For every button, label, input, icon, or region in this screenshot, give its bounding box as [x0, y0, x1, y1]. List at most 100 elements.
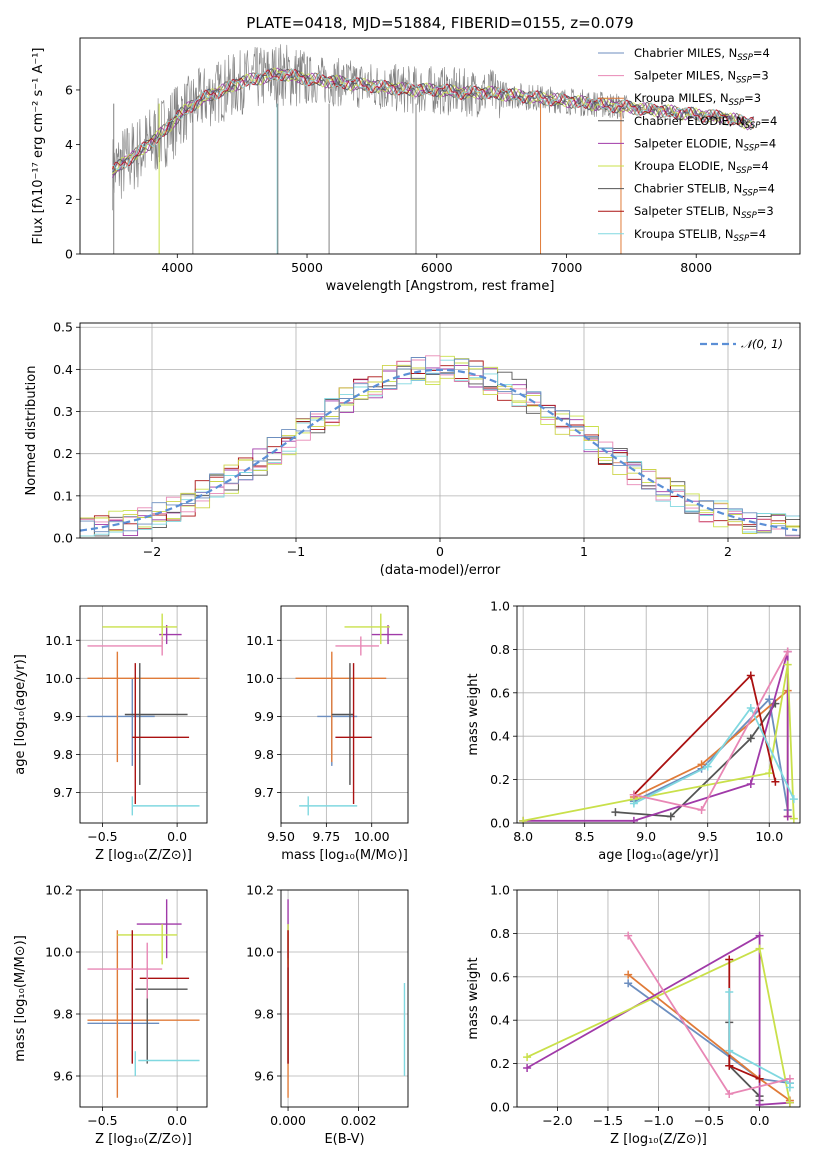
x-tick-label: −1.0: [643, 1113, 673, 1128]
x-tick-label: 10.00: [354, 829, 390, 844]
mass-weight-marker: [629, 790, 638, 799]
legend-label: Salpeter STELIB, NSSP=3: [634, 204, 774, 221]
axes-frame: [280, 889, 409, 1108]
legend-label: Kroupa MILES, NSSP=3: [634, 91, 761, 108]
x-tick-label: 0.0: [167, 829, 187, 844]
plot-area: [287, 899, 406, 1098]
mass-weight-marker: [765, 769, 774, 778]
mass-weight-marker: [725, 1046, 734, 1055]
y-axis-label: mass weight: [466, 673, 481, 755]
x-tick-label: 2: [724, 544, 732, 559]
y-tick-label: 0.2: [490, 1056, 510, 1071]
legend-label: Kroupa STELIB, NSSP=4: [634, 227, 766, 244]
axes-frame: [79, 889, 208, 1108]
mass-weight-marker: [629, 816, 638, 823]
mass-weight-marker: [783, 660, 792, 669]
x-tick-label: 0.0: [750, 1113, 770, 1128]
mass-weight-marker: [755, 944, 764, 953]
plot-area: [295, 613, 403, 816]
x-axis-label: (data-model)/error: [380, 563, 501, 578]
residual-histogram: [80, 357, 800, 536]
y-tick-label: 10.1: [45, 633, 73, 648]
y-tick-label: 6: [65, 82, 73, 97]
x-axis-label: wavelength [Angstrom, rest frame]: [326, 279, 555, 294]
x-tick-label: 9.75: [312, 829, 340, 844]
age-vs-mass-panel: 9.50 9.75 10.00 9.7 9.8 9.9 10.0 10.1 mass [log₁…: [246, 605, 409, 863]
y-tick-label: 0.3: [53, 404, 73, 419]
x-tick-label: 7000: [551, 260, 583, 275]
x-tick-label: 8.0: [513, 829, 533, 844]
y-tick-label: 9.6: [53, 1069, 73, 1084]
mass-weight-marker: [624, 931, 633, 940]
y-tick-label: 0.2: [490, 772, 510, 787]
y-tick-label: 10.0: [45, 671, 73, 686]
axes-frame: [516, 889, 801, 1108]
mass-weight-marker: [666, 812, 675, 821]
x-tick-label: −2.0: [542, 1113, 572, 1128]
x-tick-label: 8000: [680, 260, 712, 275]
mass-vs-ebv-panel: 0.000 0.002 9.6 9.8 10.0 10.2 E(B-V): [246, 883, 409, 1147]
y-tick-label: 2: [65, 192, 73, 207]
plot-area: [523, 931, 794, 1107]
axes-frame: [280, 605, 409, 824]
mass-weight-marker: [624, 979, 633, 988]
y-axis-label: mass [log₁₀(M/M⊙)]: [13, 935, 28, 1062]
residual-histogram: [80, 355, 800, 537]
x-tick-label: 8.5: [575, 829, 595, 844]
mass-weight-marker: [523, 1063, 532, 1072]
age-vs-metallicity-panel: −0.5 0.0 9.7 9.8 9.9 10.0 10.1 Z [log₁₀(Z/Z⊙)] a…: [13, 605, 208, 863]
mass-weight-marker: [755, 1100, 764, 1107]
x-axis-label: Z [log₁₀(Z/Z⊙)]: [95, 848, 192, 863]
y-tick-label: 0.0: [53, 531, 73, 546]
x-tick-label: 10.0: [755, 829, 783, 844]
legend-label: Salpeter MILES, NSSP=3: [634, 69, 769, 86]
y-tick-label: 0.1: [53, 488, 73, 503]
y-tick-label: 9.7: [254, 785, 274, 800]
model-spectrum-line: [112, 68, 755, 171]
mass-weight-marker: [746, 779, 755, 788]
mass-weight-marker: [703, 762, 712, 771]
axes-frame: [79, 605, 208, 824]
y-tick-label: 0.2: [53, 446, 73, 461]
y-tick-label: 10.2: [246, 883, 274, 898]
mass-weight-marker: [746, 671, 755, 680]
y-tick-label: 0.4: [490, 729, 510, 744]
mass-weight-marker: [725, 955, 734, 964]
y-axis-label: age [log₁₀(age/yr)]: [13, 654, 28, 775]
y-tick-label: 0.5: [53, 320, 73, 335]
x-tick-label: −0.5: [87, 1113, 117, 1128]
x-axis-label: mass [log₁₀(M/M⊙)]: [281, 848, 408, 863]
y-tick-label: 0.8: [490, 926, 510, 941]
plot-area: [87, 899, 200, 1098]
mass-weight-marker: [697, 805, 706, 814]
legend-label: Chabrier STELIB, NSSP=4: [634, 182, 775, 199]
mass-weight-marker: [755, 1074, 764, 1083]
plot-area: [80, 355, 800, 537]
mass-vs-metallicity-panel: −0.5 0.0 9.6 9.8 10.0 10.2 Z [log₁₀(Z/Z⊙)] mass…: [13, 883, 208, 1147]
y-tick-label: 0.8: [490, 642, 510, 657]
y-tick-label: 0.6: [490, 969, 510, 984]
y-tick-label: 10.2: [45, 883, 73, 898]
axes-frame: [79, 37, 801, 255]
plot-area: [87, 613, 200, 816]
x-tick-label: 6000: [421, 260, 453, 275]
y-axis-label: mass weight: [466, 957, 481, 1039]
axes-frame: [516, 605, 801, 824]
mass-weight-marker: [523, 1053, 532, 1062]
x-tick-label: 9.0: [636, 829, 656, 844]
x-tick-label: 0.000: [270, 1113, 306, 1128]
model-spectrum-line: [112, 67, 754, 175]
x-tick-label: 9.50: [267, 829, 295, 844]
mass-weight-marker: [785, 1083, 794, 1092]
x-tick-label: −0.5: [87, 829, 117, 844]
y-axis-label: Flux [fλ10⁻¹⁷ erg cm⁻² s⁻¹ A⁻¹]: [31, 48, 46, 245]
mass-weight-marker: [789, 795, 798, 804]
x-axis-label: Z [log₁₀(Z/Z⊙)]: [610, 1132, 707, 1147]
mass-weight-marker: [697, 760, 706, 769]
mass-weight-marker: [771, 777, 780, 786]
y-tick-label: 0.6: [490, 685, 510, 700]
y-tick-label: 9.7: [53, 785, 73, 800]
y-tick-label: 9.6: [254, 1069, 274, 1084]
